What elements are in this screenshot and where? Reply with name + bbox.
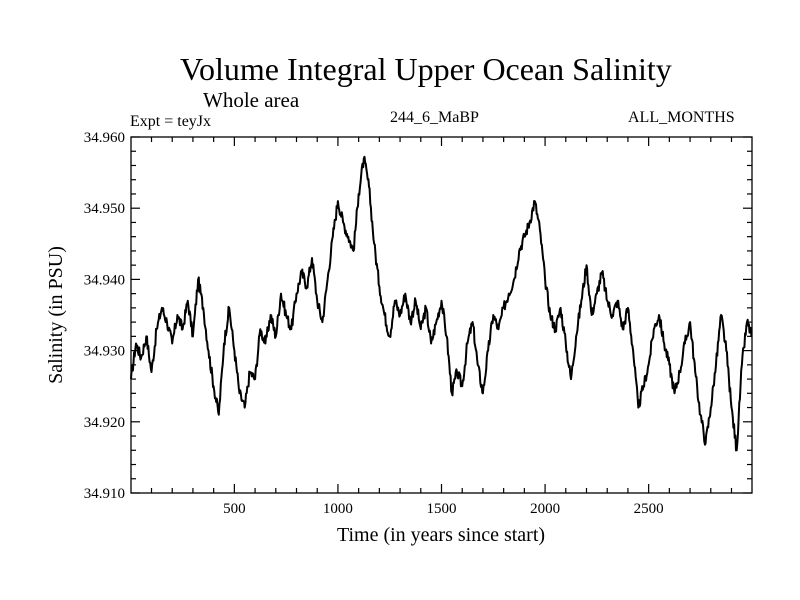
- y-tick-label: 34.940: [84, 272, 125, 288]
- chart-subtitle: Whole area: [203, 88, 300, 112]
- x-tick-label: 2000: [530, 501, 560, 517]
- x-tick-label: 500: [223, 501, 246, 517]
- y-tick-label: 34.960: [84, 130, 125, 146]
- run-id-label: 244_6_MaBP: [390, 109, 479, 126]
- y-tick-label: 34.910: [84, 486, 125, 502]
- salinity-series-line: [130, 155, 753, 452]
- y-tick-label: 34.930: [84, 344, 125, 360]
- experiment-label: Expt = teyJx: [130, 113, 212, 130]
- y-tick-label: 34.920: [84, 415, 125, 431]
- x-tick-label: 1500: [427, 501, 457, 517]
- x-tick-label: 1000: [323, 501, 353, 517]
- chart-title: Volume Integral Upper Ocean Salinity: [180, 51, 672, 87]
- x-axis-label: Time (in years since start): [337, 524, 545, 546]
- months-label: ALL_MONTHS: [628, 109, 735, 126]
- y-tick-label: 34.950: [84, 201, 125, 217]
- y-axis-label: Salinity (in PSU): [45, 246, 67, 384]
- x-tick-label: 2500: [634, 501, 664, 517]
- axis-ticks: 500 1000 1500 2000 2500 34.910 34.920 34.930 34.…: [84, 130, 752, 517]
